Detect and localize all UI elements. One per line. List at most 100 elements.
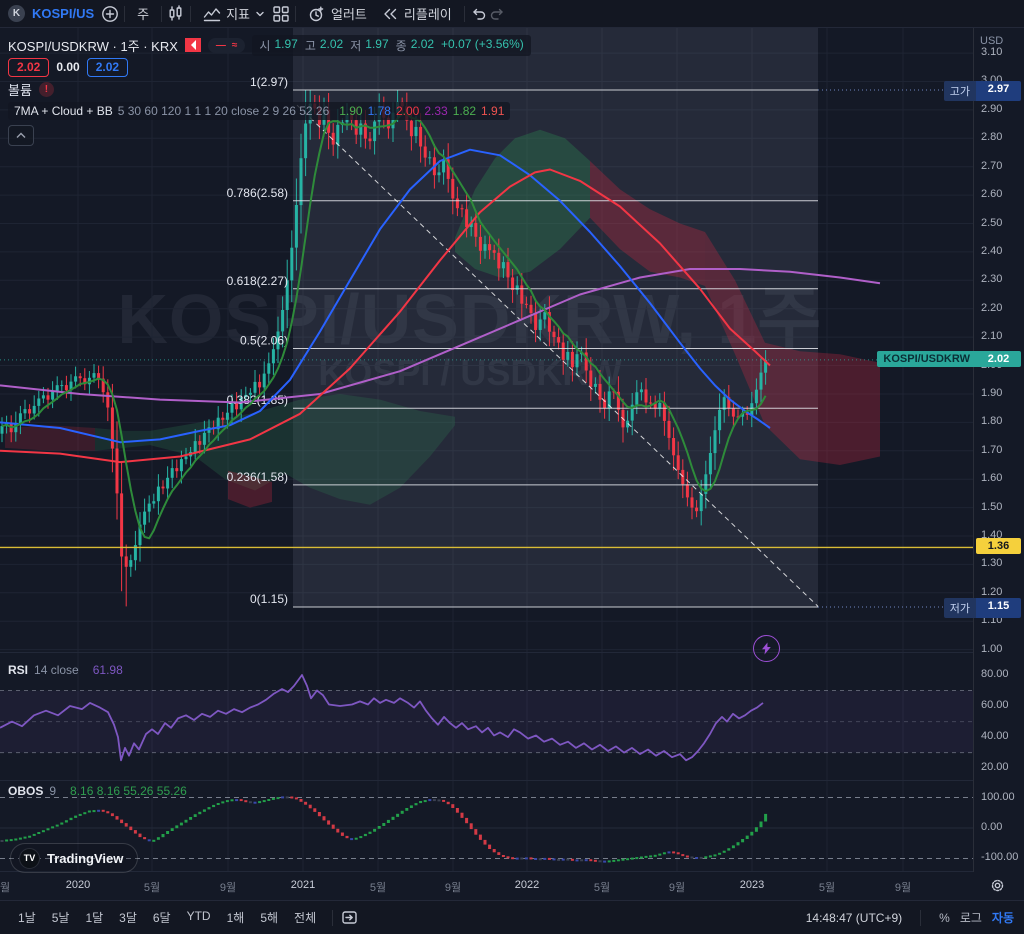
alert-clock-icon (308, 5, 326, 23)
go-to-date-icon[interactable] (341, 909, 358, 926)
range-button-6달[interactable]: 6달 (152, 911, 171, 925)
range-button-1날[interactable]: 1날 (18, 911, 36, 925)
time-label: 5월 (818, 882, 836, 894)
time-label: 9월 (668, 882, 686, 894)
rsi-tick: 60.00 (981, 699, 1009, 712)
high-price-label: 고가 2.97 (943, 81, 1021, 101)
symbol-title[interactable]: KOSPI/USDKRW · 1주 · KRX (8, 38, 178, 54)
price-tick: 1.20 (981, 585, 1003, 598)
time-label: 월 (0, 882, 11, 894)
indicator-value: 1.90 (339, 104, 363, 118)
axis-settings-gear-icon[interactable] (990, 878, 1005, 893)
low-label: 저 (350, 38, 362, 53)
tradingview-logo-text: TradingView (47, 850, 124, 866)
obos-pane[interactable] (0, 781, 973, 871)
price-axis[interactable]: USD 3.103.002.902.802.702.602.502.402.30… (973, 28, 1024, 872)
price-tick: 3.10 (981, 46, 1003, 59)
bottom-toolbar: 1날 5날 1달 3달 6달 YTD 1해 5해 전체 14:48:47 (UTC+9) % 로… (0, 900, 1024, 934)
pane-divider[interactable] (0, 652, 1024, 653)
rsi-line (0, 674, 764, 762)
volume-indicator-label[interactable]: 볼륨 (8, 82, 32, 98)
instant-order-button[interactable] (753, 635, 780, 662)
ma120-line (0, 268, 881, 404)
sell-price-box[interactable]: 2.02 (8, 57, 50, 77)
compare-add-icon[interactable] (101, 5, 119, 23)
rsi-legend[interactable]: RSI 14 close 61.98 (8, 663, 123, 677)
alert-button[interactable]: 얼러트 (301, 2, 374, 25)
price-tick: 2.30 (981, 273, 1003, 286)
interval-button[interactable]: 주 (137, 7, 150, 22)
price-tick: 2.20 (981, 301, 1003, 314)
percent-scale-button[interactable]: % (939, 910, 950, 925)
auto-scale-button[interactable]: 자동 (991, 911, 1014, 925)
time-label: 2020 (65, 879, 91, 891)
volume-warning-icon[interactable]: ! (38, 81, 54, 97)
top-toolbar: K KOSPI/US 주 지표 얼러트 리플레이 (0, 0, 1024, 28)
fib-level-label: 0.236(1.58) (227, 470, 288, 484)
symbol-search-button[interactable]: KOSPI/US (25, 4, 101, 23)
rsi-tick: 80.00 (981, 668, 1009, 680)
price-tick: 2.40 (981, 244, 1003, 257)
ma7-line (1, 112, 767, 540)
main-price-pane[interactable]: 1(2.97) 0.786(2.58) 0.618(2.27) 0.5(2.06) 0.… (0, 28, 973, 652)
obos-name: OBOS (8, 784, 44, 798)
indicator-value: 1.78 (367, 104, 391, 118)
indicator-values: 1.90 1.78 2.00 2.33 1.82 1.91 (334, 104, 504, 118)
range-button-YTD[interactable]: YTD (186, 909, 211, 923)
source-toggle-pill[interactable]: — ≈ (207, 37, 246, 53)
undo-icon[interactable] (470, 5, 488, 23)
chart-type-candles-icon[interactable] (167, 4, 185, 23)
price-tick: 2.70 (981, 159, 1003, 172)
price-tick: 2.90 (981, 102, 1003, 115)
low-value: 1.97 (365, 36, 389, 51)
range-button-5날[interactable]: 5날 (51, 911, 70, 925)
tradingview-logo[interactable]: TV TradingView (10, 843, 139, 873)
time-label: 2021 (290, 879, 316, 891)
indicator-params: 5 30 60 120 1 1 1 20 close 2 9 26 52 26 (117, 104, 330, 118)
pane-divider[interactable] (0, 780, 1024, 781)
last-price-label: KOSPI/USDKRW 2.02 (877, 350, 1021, 367)
ma60-line (0, 168, 771, 464)
price-tick: 1.40 (981, 528, 1003, 541)
indicator-value: 2.33 (424, 104, 448, 118)
buy-price-box[interactable]: 2.02 (86, 57, 129, 77)
range-button-1달[interactable]: 1달 (85, 911, 104, 925)
range-button-전체[interactable]: 전체 (294, 911, 317, 925)
symbol-avatar: K (8, 5, 25, 22)
obos-bars (0, 796, 768, 863)
rsi-params: 14 close (34, 663, 79, 677)
price-tick: 2.10 (981, 330, 1003, 343)
range-button-1해[interactable]: 1해 (226, 911, 245, 925)
price-tick: 1.70 (981, 443, 1003, 456)
axis-currency: USD (980, 35, 1004, 47)
clock[interactable]: 14:48:47 (UTC+9) (805, 910, 903, 925)
chevron-down-icon (255, 9, 265, 19)
indicator-templates-icon[interactable] (272, 5, 290, 23)
obos-legend[interactable]: OBOS 9 8.16 8.16 55.26 55.26 (8, 784, 187, 798)
time-axis[interactable]: 월 2020 5월 9월 2021 5월 9월 2022 5월 9월 2023 5월 9월 (0, 872, 1024, 899)
indicators-button[interactable]: 지표 (196, 2, 272, 25)
range-button-5해[interactable]: 5해 (260, 911, 279, 925)
change-value: +0.07 (+3.56%) (441, 36, 524, 51)
wave-icon: ≈ (231, 39, 238, 51)
time-label: 5월 (593, 882, 611, 894)
replay-button[interactable]: 리플레이 (374, 2, 459, 25)
rsi-value: 61.98 (92, 663, 123, 677)
time-label: 5월 (143, 882, 161, 894)
redo-icon[interactable] (488, 5, 506, 23)
chart-legend: KOSPI/USDKRW · 1주 · KRX — ≈ 시 1.97 고 2.02 저… (8, 34, 531, 146)
collapse-legend-button[interactable] (8, 125, 34, 146)
rsi-pane[interactable] (0, 653, 973, 780)
date-range-buttons: 1날 5날 1달 3달 6달 YTD 1해 5해 전체 (10, 906, 324, 929)
indicator-legend-row[interactable]: 7MA + Cloud + BB 5 30 60 120 1 1 1 20 cl… (8, 102, 511, 120)
tradingview-logo-icon: TV (19, 847, 40, 869)
range-button-3달[interactable]: 3달 (119, 911, 137, 925)
low-price-label: 저가 1.15 (943, 598, 1021, 618)
time-label: 9월 (894, 882, 912, 894)
yellow-line-price-label: 1.36 (976, 538, 1021, 555)
log-scale-button[interactable]: 로그 (959, 911, 982, 925)
alert-label: 얼러트 (331, 7, 367, 22)
obos-tick: 0.00 (981, 821, 1003, 833)
open-value: 1.97 (274, 36, 298, 51)
